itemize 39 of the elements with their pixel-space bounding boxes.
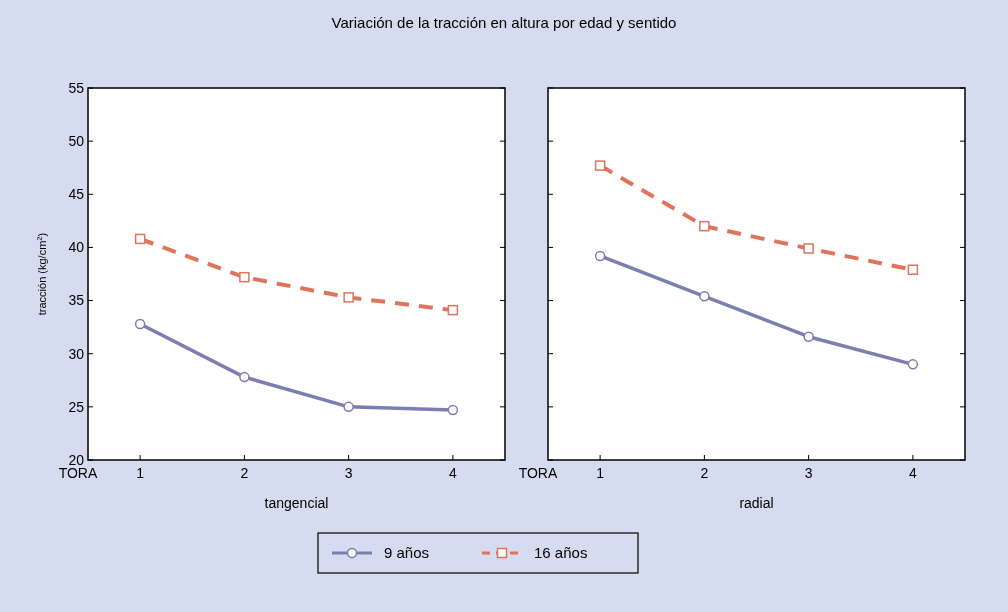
point xyxy=(699,220,710,232)
legend-label: 9 años xyxy=(384,544,430,562)
point xyxy=(134,233,146,245)
x-tick-label: 2 xyxy=(700,465,709,481)
y-tick-label: 25 xyxy=(68,398,85,415)
chart-title: Variación de la tracción en altura por edad y sentido xyxy=(331,14,677,31)
point xyxy=(803,243,814,254)
text: TORA xyxy=(58,465,98,481)
point xyxy=(239,271,250,283)
x-tick-label: 4 xyxy=(908,465,917,481)
x-tick-label: 4 xyxy=(448,465,457,481)
point xyxy=(907,264,919,275)
point xyxy=(447,404,459,416)
point xyxy=(134,318,146,330)
text: TORA xyxy=(518,465,558,481)
point xyxy=(907,359,919,370)
y-tick-label: 20 xyxy=(68,451,85,468)
x-axis-title: tangencial xyxy=(264,495,329,511)
point xyxy=(594,160,606,171)
x-tick-label: 1 xyxy=(596,465,605,481)
x-tick-label: 1 xyxy=(136,465,145,481)
y-tick-label: 50 xyxy=(68,133,85,150)
x-tick-label: 3 xyxy=(804,465,813,481)
x-tick-label: 2 xyxy=(240,465,249,481)
point xyxy=(343,292,354,303)
y-tick-label: 40 xyxy=(68,239,85,256)
point xyxy=(343,401,354,413)
point xyxy=(447,304,459,316)
point xyxy=(803,331,814,342)
y-tick-label: 55 xyxy=(68,79,85,96)
legend-label: 16 años xyxy=(534,544,588,562)
point xyxy=(239,371,250,383)
y-tick-label: 30 xyxy=(68,345,85,362)
point xyxy=(699,291,710,302)
x-axis-title: radial xyxy=(739,495,774,511)
y-tick-label: 45 xyxy=(68,186,85,203)
y-tick-label: 35 xyxy=(68,292,85,309)
point xyxy=(594,250,606,262)
x-tick-label: 3 xyxy=(344,465,353,481)
